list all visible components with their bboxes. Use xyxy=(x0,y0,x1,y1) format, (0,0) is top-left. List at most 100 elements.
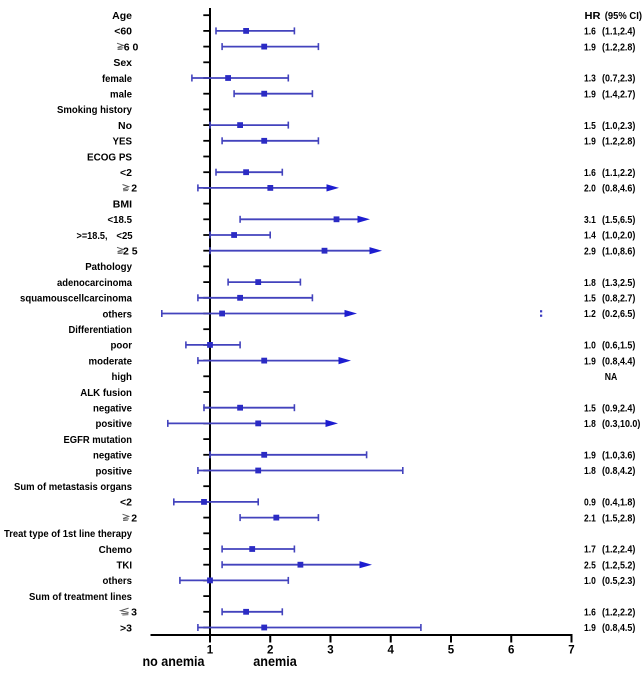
svg-text:(0.8,4.2): (0.8,4.2) xyxy=(602,466,635,477)
svg-text:(0.9,2.4): (0.9,2.4) xyxy=(602,403,635,414)
svg-text:Chemo: Chemo xyxy=(99,544,132,556)
svg-text:(1.0,2.3): (1.0,2.3) xyxy=(602,121,635,132)
svg-text:others: others xyxy=(103,308,133,320)
svg-text:(1.0,8.6): (1.0,8.6) xyxy=(602,246,635,257)
svg-text:2.0: 2.0 xyxy=(584,184,596,195)
svg-text:2 5: 2 5 xyxy=(123,246,138,258)
svg-text:(1.1,2.4): (1.1,2.4) xyxy=(602,27,635,38)
svg-text:7: 7 xyxy=(568,645,574,657)
svg-text:(1.2,2.4): (1.2,2.4) xyxy=(602,545,635,556)
svg-text:4: 4 xyxy=(388,645,395,657)
svg-text:1.8: 1.8 xyxy=(584,278,596,289)
svg-text:2.1: 2.1 xyxy=(584,513,596,524)
svg-text:5: 5 xyxy=(448,645,455,657)
svg-text:(1.0,2.0): (1.0,2.0) xyxy=(602,231,635,242)
svg-text:<18.5: <18.5 xyxy=(108,214,133,226)
svg-text:1.5: 1.5 xyxy=(584,121,596,132)
svg-text:1.8: 1.8 xyxy=(584,419,596,430)
svg-text:(0.8,4.4): (0.8,4.4) xyxy=(602,356,635,367)
svg-text:1.9: 1.9 xyxy=(584,356,596,367)
svg-text:2.9: 2.9 xyxy=(584,246,596,257)
svg-text:Pathology: Pathology xyxy=(85,261,132,273)
svg-text:2: 2 xyxy=(131,512,137,524)
svg-text:female: female xyxy=(102,73,132,85)
svg-text:1.9: 1.9 xyxy=(584,137,596,148)
svg-text:<2: <2 xyxy=(120,167,132,179)
svg-text:No: No xyxy=(118,120,132,132)
svg-text:(1.2,2.2): (1.2,2.2) xyxy=(602,608,635,619)
svg-text:6: 6 xyxy=(508,645,514,657)
svg-text:(1.0,3.6): (1.0,3.6) xyxy=(602,451,635,462)
svg-text:>3: >3 xyxy=(120,622,132,634)
svg-text:1.9: 1.9 xyxy=(584,623,596,634)
svg-text:1: 1 xyxy=(207,645,214,657)
svg-text:ALK fusion: ALK fusion xyxy=(80,387,132,399)
svg-text:(95% CI): (95% CI) xyxy=(605,11,642,22)
svg-text:0.9: 0.9 xyxy=(584,498,596,509)
svg-text:(0.8,4.6): (0.8,4.6) xyxy=(602,184,635,195)
svg-text:(0.8,2.7): (0.8,2.7) xyxy=(602,294,635,305)
svg-text:(0.4,1.8): (0.4,1.8) xyxy=(602,498,635,509)
svg-text:1.6: 1.6 xyxy=(584,27,596,38)
svg-text:Treat type of 1st line therapy: Treat type of 1st line therapy xyxy=(4,528,132,540)
svg-text:1.6: 1.6 xyxy=(584,608,596,619)
svg-text:(0.2,6.5): (0.2,6.5) xyxy=(602,309,635,320)
svg-text:Age: Age xyxy=(112,10,132,22)
svg-text:<2: <2 xyxy=(120,497,132,509)
svg-text:Sum of treatment lines: Sum of treatment lines xyxy=(29,591,132,603)
svg-text:>=18.5,: >=18.5, xyxy=(77,230,108,242)
svg-text:1.9: 1.9 xyxy=(584,42,596,53)
svg-text:(1.2,5.2): (1.2,5.2) xyxy=(602,560,635,571)
svg-text:(1.3,2.5): (1.3,2.5) xyxy=(602,278,635,289)
svg-text:moderate: moderate xyxy=(89,355,133,367)
svg-text:anemia: anemia xyxy=(253,654,297,669)
svg-text:(0.6,1.5): (0.6,1.5) xyxy=(602,341,635,352)
svg-text:positive: positive xyxy=(96,465,133,477)
svg-text:1.0: 1.0 xyxy=(584,576,596,587)
svg-text:(1.2,2.8): (1.2,2.8) xyxy=(602,42,635,53)
svg-text:1.4: 1.4 xyxy=(584,231,596,242)
svg-text:male: male xyxy=(110,89,132,101)
svg-text:1.8: 1.8 xyxy=(584,466,596,477)
svg-text:positive: positive xyxy=(96,418,133,430)
svg-text:EGFR mutation: EGFR mutation xyxy=(64,434,133,446)
svg-text:(0.8,4.5): (0.8,4.5) xyxy=(602,623,635,634)
svg-text:high: high xyxy=(112,371,133,383)
svg-text:(0.3,10.0): (0.3,10.0) xyxy=(602,419,640,430)
svg-text:(1.1,2.2): (1.1,2.2) xyxy=(602,168,635,179)
svg-text:(0.5,2.3): (0.5,2.3) xyxy=(602,576,635,587)
svg-text:no anemia: no anemia xyxy=(143,654,205,669)
svg-text:adenocarcinoma: adenocarcinoma xyxy=(57,277,132,289)
svg-text:(1.5,6.5): (1.5,6.5) xyxy=(602,215,635,226)
svg-text:<25: <25 xyxy=(116,230,132,242)
svg-text:HR: HR xyxy=(585,11,602,22)
svg-text:<60: <60 xyxy=(114,26,132,38)
svg-text:others: others xyxy=(103,575,133,587)
svg-text:6 0: 6 0 xyxy=(124,41,139,53)
svg-text:1.9: 1.9 xyxy=(584,89,596,100)
svg-text:3.1: 3.1 xyxy=(584,215,596,226)
svg-text:(1.2,2.8): (1.2,2.8) xyxy=(602,137,635,148)
svg-text:squamouscellcarcinoma: squamouscellcarcinoma xyxy=(20,293,132,305)
svg-text:BMI: BMI xyxy=(113,198,132,210)
svg-text:negative: negative xyxy=(93,403,132,415)
svg-text:1.3: 1.3 xyxy=(584,74,596,85)
svg-text:poor: poor xyxy=(111,340,133,352)
svg-text:1.5: 1.5 xyxy=(584,403,596,414)
svg-text:1.2: 1.2 xyxy=(584,309,596,320)
svg-text:(1.4,2.7): (1.4,2.7) xyxy=(602,89,635,100)
svg-text:NA: NA xyxy=(605,372,618,383)
svg-text:3: 3 xyxy=(131,607,137,619)
svg-text:Smoking history: Smoking history xyxy=(57,104,132,116)
svg-text:TKI: TKI xyxy=(117,560,133,572)
svg-text:Sum of metastasis organs: Sum of metastasis organs xyxy=(14,481,132,493)
svg-text:ECOG PS: ECOG PS xyxy=(87,151,132,163)
svg-text:1.5: 1.5 xyxy=(584,294,596,305)
svg-text:Differentiation: Differentiation xyxy=(69,324,133,336)
svg-text:(1.5,2.8): (1.5,2.8) xyxy=(602,513,635,524)
svg-text:2.5: 2.5 xyxy=(584,560,596,571)
svg-text:YES: YES xyxy=(113,136,133,148)
svg-text:Sex: Sex xyxy=(113,57,132,69)
svg-text:1.6: 1.6 xyxy=(584,168,596,179)
svg-text:1.7: 1.7 xyxy=(584,545,596,556)
